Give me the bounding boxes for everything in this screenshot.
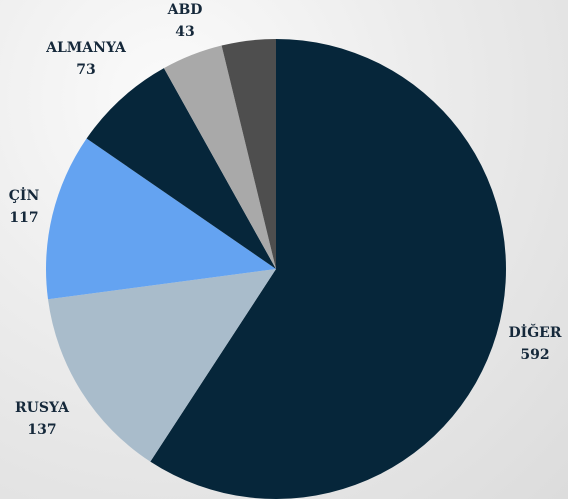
pie-slice (163, 45, 276, 269)
slice-label: DİĞER (509, 322, 562, 341)
pie-slice (221, 39, 276, 269)
slice-value: 73 (76, 62, 95, 78)
slice-label: ÇİN (9, 185, 40, 204)
pie-slice (86, 68, 277, 270)
slice-value: 43 (175, 24, 194, 40)
pie-slice (47, 269, 277, 462)
slice-value: 592 (520, 347, 549, 363)
slice-label: ALMANYA (45, 40, 127, 56)
pie-slice (46, 138, 277, 300)
slice-label: RUSYA (15, 400, 70, 416)
slice-label: ABD (167, 2, 203, 18)
slice-value: 117 (9, 210, 38, 226)
slice-value: 137 (27, 422, 56, 438)
pie-slice (150, 39, 507, 499)
